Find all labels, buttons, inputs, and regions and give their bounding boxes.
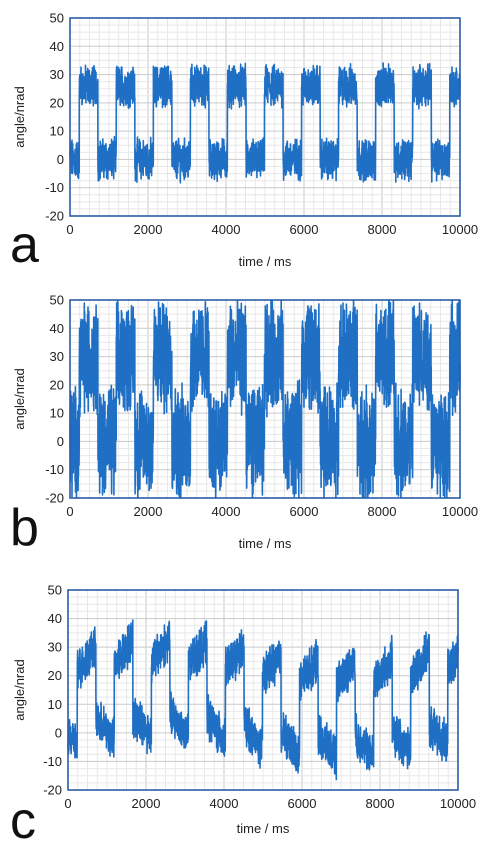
y-axis-label: angle/nrad	[12, 368, 27, 429]
y-tick-label: 50	[50, 11, 64, 26]
y-tick-label: -20	[45, 209, 64, 224]
x-tick-label: 0	[64, 796, 71, 811]
x-tick-label: 8000	[366, 796, 395, 811]
y-tick-label: -20	[45, 491, 64, 506]
series-line	[69, 299, 461, 499]
y-tick-label: 0	[57, 434, 64, 449]
y-tick-label: 30	[50, 349, 64, 364]
y-axis-label: angle/nrad	[12, 86, 27, 147]
y-tick-label: 10	[50, 406, 64, 421]
y-tick-label: 50	[50, 293, 64, 308]
x-tick-label: 6000	[290, 504, 319, 519]
x-tick-label: 6000	[288, 796, 317, 811]
y-tick-label: 20	[50, 377, 64, 392]
x-axis-label: time / ms	[239, 254, 292, 269]
x-axis-label: time / ms	[239, 536, 292, 551]
plot-frame	[67, 589, 459, 791]
series-line	[67, 619, 459, 781]
x-tick-label: 10000	[442, 222, 478, 237]
y-tick-label: 40	[50, 321, 64, 336]
y-tick-label: 10	[50, 124, 64, 139]
x-tick-label: 8000	[368, 504, 397, 519]
y-tick-label: 50	[48, 583, 62, 598]
x-tick-label: 0	[66, 222, 73, 237]
x-tick-label: 4000	[212, 222, 241, 237]
panel-letter: a	[10, 216, 39, 274]
x-tick-label: 2000	[134, 222, 163, 237]
x-tick-label: 0	[66, 504, 73, 519]
x-tick-label: 2000	[134, 504, 163, 519]
y-tick-label: -10	[45, 180, 64, 195]
y-tick-label: -20	[43, 783, 62, 798]
x-tick-label: 4000	[212, 504, 241, 519]
x-tick-label: 10000	[442, 504, 478, 519]
y-tick-label: 10	[48, 697, 62, 712]
series-line	[69, 62, 461, 184]
x-tick-label: 8000	[368, 222, 397, 237]
y-tick-label: 0	[57, 152, 64, 167]
x-tick-label: 2000	[132, 796, 161, 811]
y-tick-label: 20	[50, 95, 64, 110]
plot-frame	[69, 299, 461, 499]
y-tick-label: 20	[48, 668, 62, 683]
y-tick-label: -10	[43, 754, 62, 769]
plot-frame	[69, 17, 461, 217]
y-axis-label: angle/nrad	[12, 659, 27, 720]
y-tick-label: 0	[55, 725, 62, 740]
y-tick-label: -10	[45, 462, 64, 477]
x-tick-label: 6000	[290, 222, 319, 237]
panel-letter: c	[10, 792, 36, 841]
x-tick-label: 4000	[210, 796, 239, 811]
x-tick-label: 10000	[440, 796, 476, 811]
y-tick-label: 40	[48, 611, 62, 626]
panel-letter: b	[10, 499, 39, 557]
y-tick-label: 30	[48, 640, 62, 655]
x-axis-label: time / ms	[237, 821, 290, 836]
y-tick-label: 40	[50, 39, 64, 54]
y-tick-label: 30	[50, 67, 64, 82]
